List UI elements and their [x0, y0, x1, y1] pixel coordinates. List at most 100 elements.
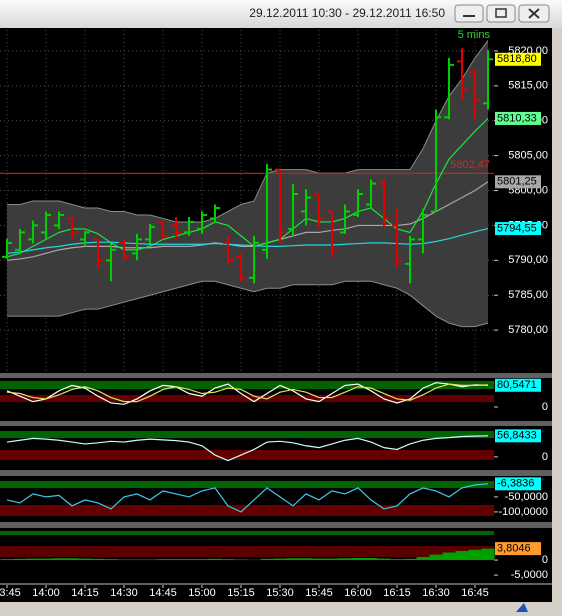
- histogram-bar: [78, 558, 92, 561]
- histogram-bar: [234, 559, 248, 561]
- histogram-bar: [156, 559, 170, 561]
- x-tick-label: 13:45: [0, 587, 21, 599]
- histogram-bar: [416, 557, 430, 561]
- panel-separator: [0, 421, 552, 426]
- bollinger-band: [7, 40, 488, 327]
- histogram-bar: [429, 554, 443, 561]
- indicator-line: [6, 483, 489, 513]
- price-label-box: [495, 477, 541, 491]
- indicator-line: [6, 435, 489, 462]
- price-label: -6,3836: [497, 478, 534, 490]
- histogram-bar: [338, 558, 352, 561]
- histogram-bar: [299, 558, 313, 561]
- status-bar: [0, 602, 552, 616]
- y-tick-label: 0: [542, 554, 548, 566]
- indicator-zone: [0, 431, 494, 438]
- histogram-bar: [39, 558, 53, 561]
- price-label: 5818,80: [497, 53, 537, 65]
- y-tick-label: 5785,00: [508, 289, 548, 301]
- histogram-bar: [325, 558, 339, 561]
- y-tick-label: 0: [542, 451, 548, 463]
- y-tick-label: 5805,00: [508, 150, 548, 162]
- indicator-zone: [0, 381, 494, 389]
- x-tick-label: 15:15: [227, 587, 255, 599]
- x-tick-label: 16:45: [461, 587, 489, 599]
- histogram-bar: [26, 558, 40, 561]
- histogram-bar: [455, 551, 469, 561]
- band-upper: [7, 40, 489, 223]
- level-label: 5802,47: [450, 159, 490, 171]
- x-tick-label: 16:15: [383, 587, 411, 599]
- indicator-line: [6, 383, 489, 403]
- histogram-bar: [286, 558, 300, 561]
- y-tick-label: 0: [542, 401, 548, 413]
- histogram-bar: [442, 552, 456, 561]
- histogram-bar: [195, 559, 209, 561]
- histogram-bar: [13, 558, 27, 561]
- histogram-bar: [390, 559, 404, 561]
- price-label: 3,8046: [497, 543, 531, 555]
- indicator-zone: [0, 531, 494, 535]
- price-label: 5794,55: [497, 222, 537, 234]
- y-tick-label: 5815,00: [508, 80, 548, 92]
- histogram-bar: [481, 548, 495, 561]
- price-label-box: [495, 52, 541, 66]
- indicator-line: [6, 181, 489, 261]
- window-border: [552, 28, 562, 616]
- price-label: 80,5471: [497, 379, 537, 391]
- y-tick-label: 5790,00: [508, 254, 548, 266]
- panel-separator: [0, 373, 552, 378]
- y-tick-label: 5780,00: [508, 324, 548, 336]
- panel-separator: [0, 522, 552, 528]
- price-label-box: [495, 111, 541, 125]
- close-icon: [528, 8, 540, 19]
- histogram-bar: [364, 557, 378, 561]
- x-tick-label: 14:00: [32, 587, 60, 599]
- histogram-bar: [468, 549, 482, 561]
- indicator-zone: [0, 481, 494, 488]
- maximize-button[interactable]: [486, 4, 516, 23]
- histogram-bar: [221, 559, 235, 561]
- price-label: 56,8433: [497, 430, 537, 442]
- window-buttons[interactable]: [454, 4, 550, 23]
- x-tick-label: 14:15: [71, 587, 99, 599]
- histogram-bar: [169, 559, 183, 561]
- histogram-bar: [104, 559, 118, 561]
- plot-layer: 5780,005785,005790,005795,005800,005805,…: [0, 30, 552, 599]
- scroll-icon[interactable]: [516, 603, 528, 612]
- price-label-box: [495, 542, 541, 556]
- histogram-bar: [52, 558, 66, 561]
- histogram-bar: [312, 558, 326, 561]
- histogram-bar: [143, 559, 157, 561]
- indicator-line: [6, 118, 489, 258]
- price-label-box: [495, 378, 541, 392]
- panel-separator: [0, 470, 552, 476]
- price-label-box: [495, 222, 541, 236]
- indicator-zone: [0, 395, 494, 402]
- histogram-bar: [260, 558, 274, 561]
- indicator-zone: [0, 450, 494, 460]
- x-tick-label: 15:00: [188, 587, 216, 599]
- x-tick-label: 16:00: [344, 587, 372, 599]
- window-title: 29.12.2011 10:30 - 29.12.2011 16:50: [249, 6, 445, 20]
- histogram-bar: [65, 558, 79, 561]
- x-tick-label: 15:30: [266, 587, 294, 599]
- indicator-zone: [0, 546, 494, 557]
- x-tick-label: 14:30: [110, 587, 138, 599]
- histogram-bar: [351, 557, 365, 561]
- histogram-bar: [273, 558, 287, 561]
- price-label-box: [495, 429, 541, 443]
- price-label: 5801,25: [497, 176, 537, 188]
- histogram-bar: [377, 558, 391, 561]
- minimize-button[interactable]: [454, 4, 484, 23]
- histogram-bar: [91, 558, 105, 561]
- price-label: 5810,33: [497, 112, 537, 124]
- x-tick-label: 16:30: [422, 587, 450, 599]
- histogram-bar: [208, 558, 222, 561]
- indicator-line: [6, 227, 489, 254]
- x-tick-label: 15:45: [305, 587, 333, 599]
- price-label-box: [495, 175, 541, 189]
- histogram-bar: [182, 559, 196, 561]
